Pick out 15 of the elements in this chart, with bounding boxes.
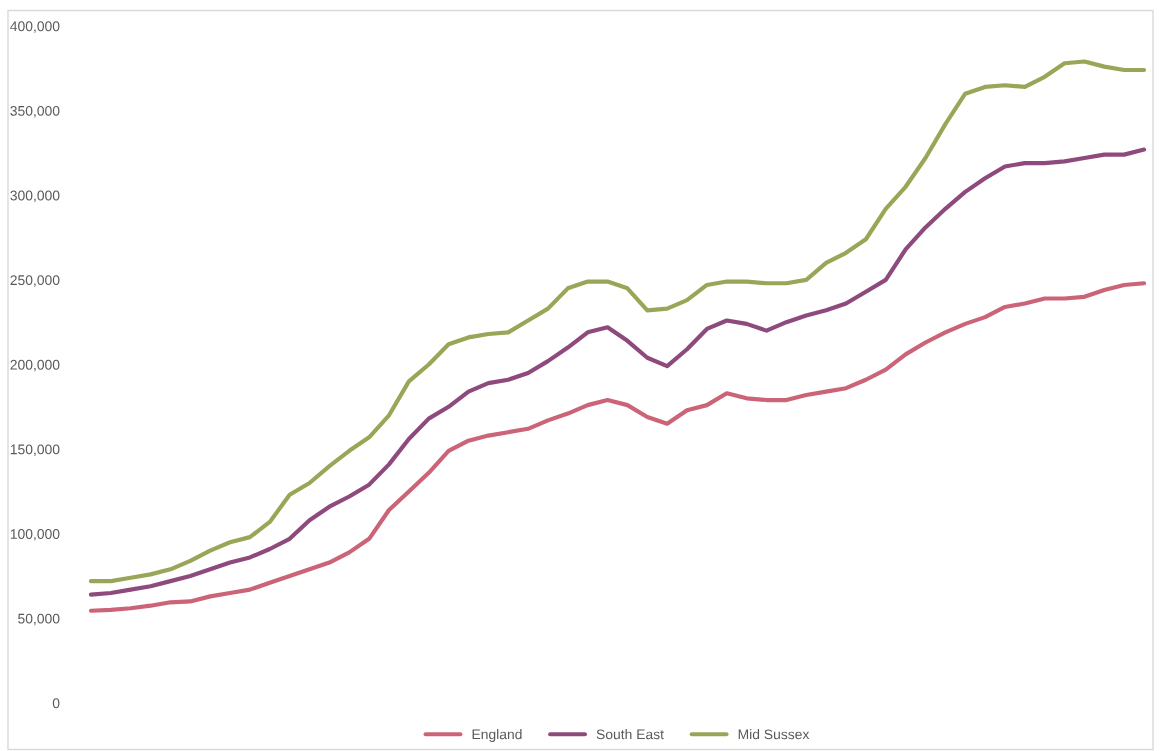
y-tick-label: 0 [52,698,60,709]
line-series [88,59,1147,584]
legend-label: Mid Sussex [738,729,810,740]
legend-label: South East [596,729,664,740]
y-tick-label: 250,000 [10,275,60,287]
y-tick-label: 400,000 [10,21,60,33]
y-tick-label: 150,000 [10,444,60,456]
y-tick-label: 350,000 [10,105,60,118]
y-tick-label: 100,000 [10,529,60,541]
y-tick-label: 200,000 [10,359,60,372]
line-series [88,147,1147,597]
line-series [88,281,1147,613]
y-tick-label: 50,000 [18,613,60,626]
legend-label: England [472,729,522,742]
y-tick-label: 300,000 [10,190,60,203]
